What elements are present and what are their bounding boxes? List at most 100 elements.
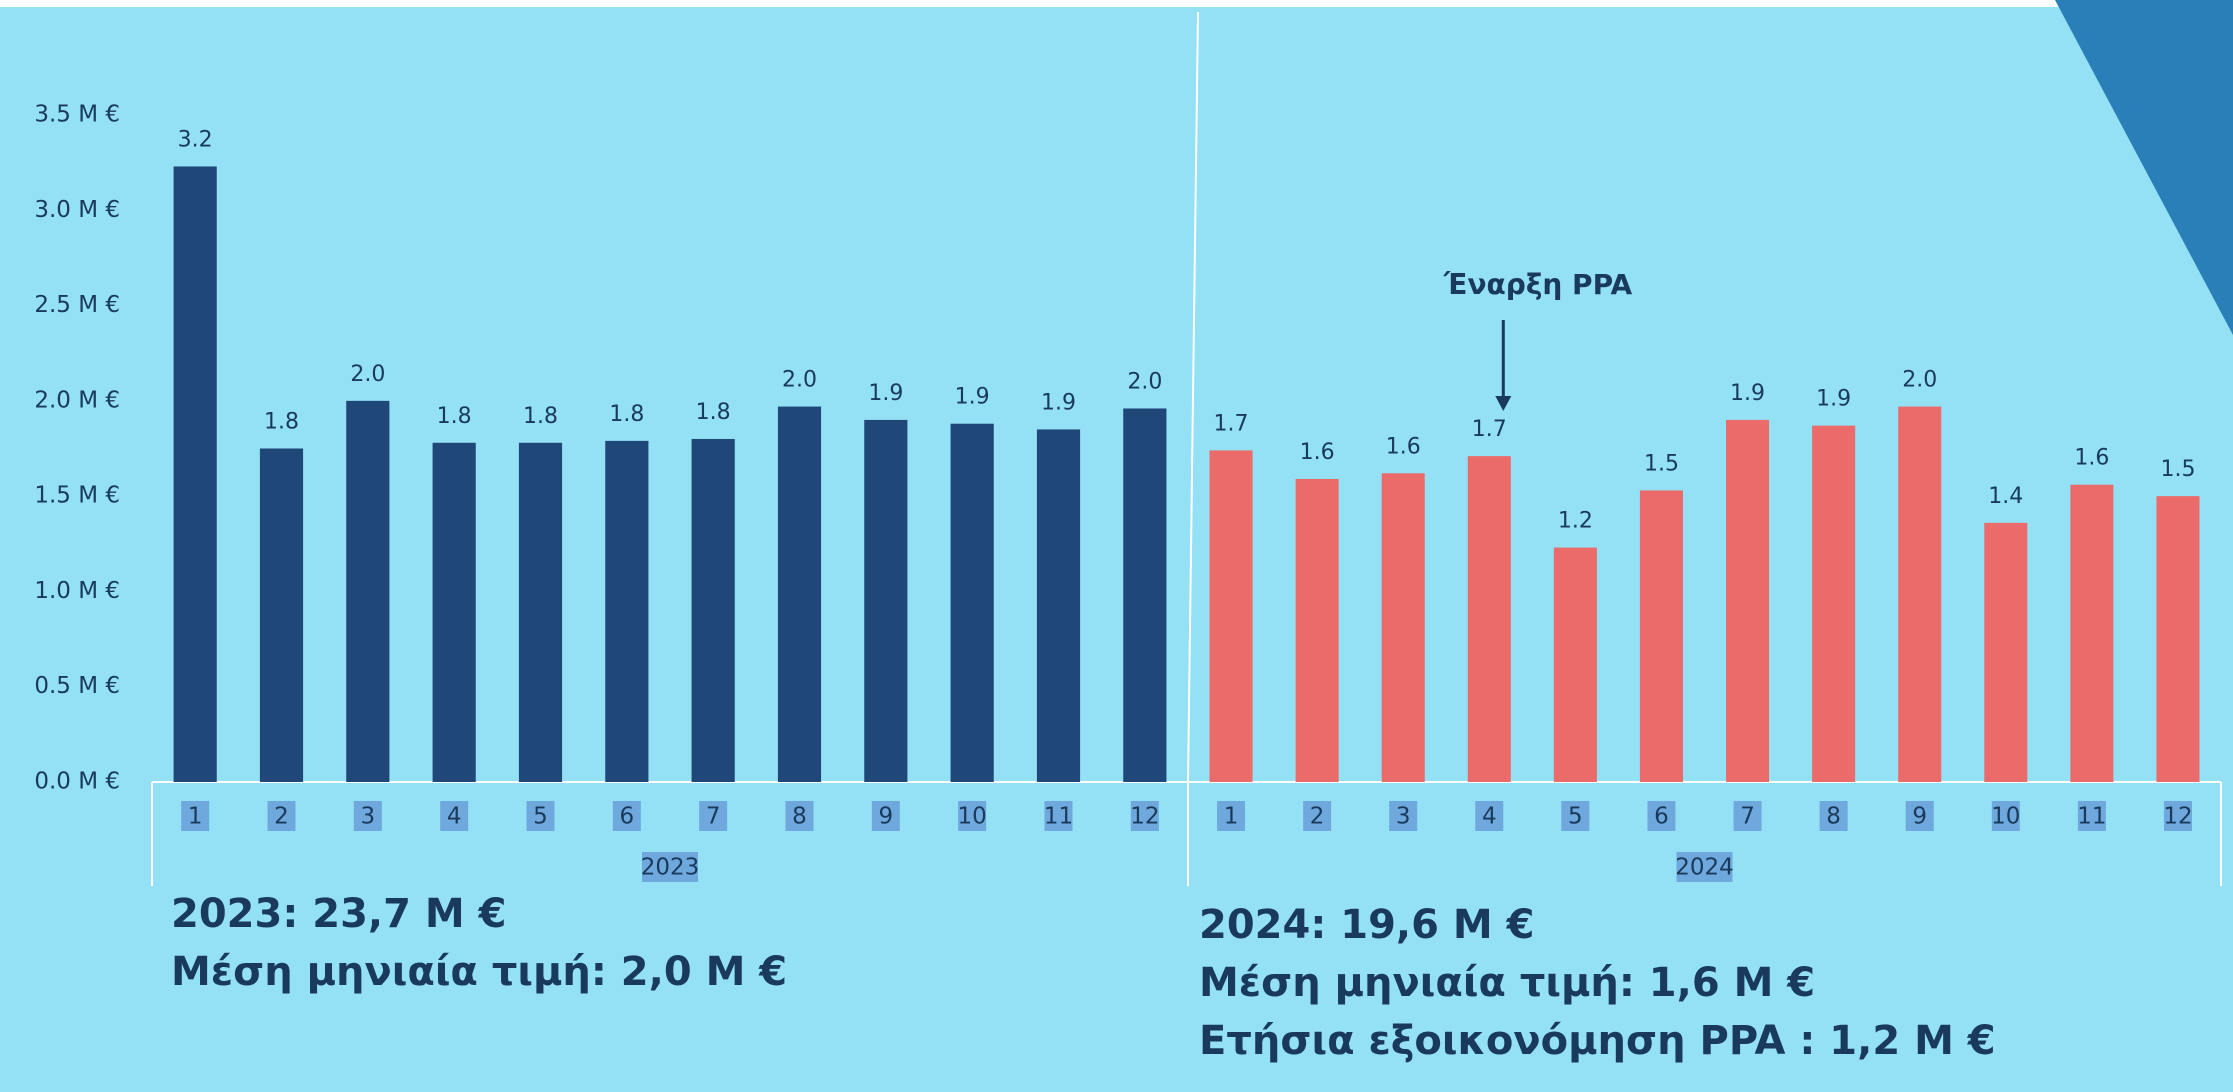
x-tick-label: 8: [792, 804, 807, 830]
x-tick-label-bg: [1130, 801, 1159, 831]
data-label: 1.8: [609, 402, 644, 427]
data-label: 2.0: [1127, 369, 1162, 394]
bar: [1553, 547, 1597, 782]
x-tick-label-bg: [1905, 801, 1934, 831]
y-tick-label: 1.5 M €: [34, 483, 120, 509]
x-tick-label: 6: [620, 804, 635, 830]
top-border: [0, 0, 2233, 7]
x-tick-label: 7: [1740, 804, 1755, 830]
x-tick-label-bg: [1303, 801, 1332, 831]
bar: [2156, 496, 2200, 782]
summary-line: 2024: 19,6 M €: [1199, 902, 1534, 948]
corner-decoration: [2055, 0, 2233, 335]
data-label: 1.6: [2074, 446, 2109, 471]
x-tick-label-bg: [1647, 801, 1676, 831]
bar: [777, 406, 822, 782]
x-tick-label-bg: [1475, 801, 1504, 831]
x-tick-label-bg: [699, 801, 728, 831]
data-label: 1.9: [1730, 381, 1765, 406]
data-label: 1.9: [1816, 387, 1851, 412]
x-tick-label: 9: [879, 804, 894, 830]
x-tick-label-bg: [1991, 801, 2020, 831]
x-tick-label-bg: [958, 801, 987, 831]
data-label: 2.0: [350, 362, 385, 387]
x-tick-label: 10: [1991, 804, 2020, 830]
bar: [1036, 429, 1081, 782]
data-label: 1.8: [523, 404, 558, 429]
x-tick-label-bg: [1561, 801, 1590, 831]
data-label: 1.2: [1558, 509, 1593, 534]
summary-line: Μέση μηνιαία τιμή: 1,6 M €: [1199, 960, 1815, 1006]
group-label-bg: [642, 852, 698, 882]
data-label: 1.8: [264, 410, 299, 435]
bar: [605, 440, 649, 782]
data-label: 3.2: [178, 127, 213, 152]
x-tick-label: 6: [1654, 804, 1669, 830]
y-tick-label: 1.0 M €: [34, 578, 120, 604]
x-tick-label: 11: [2077, 804, 2106, 830]
x-tick-label: 4: [447, 804, 462, 830]
summary-line: Ετήσια εξοικονόμηση PPA : 1,2 M €: [1199, 1018, 1996, 1064]
bar: [259, 448, 304, 782]
x-tick-label: 3: [361, 804, 376, 830]
x-tick-label-bg: [353, 801, 382, 831]
y-tick-label: 3.0 M €: [34, 197, 120, 223]
x-tick-label-bg: [526, 801, 555, 831]
legend-label: 2023: [641, 855, 700, 881]
x-tick-label: 1: [188, 804, 203, 830]
data-label: 1.9: [955, 385, 990, 410]
data-label: 1.5: [2160, 457, 2195, 482]
bar: [1898, 406, 1942, 782]
x-tick-label: 2: [1310, 804, 1325, 830]
bar: [691, 438, 735, 782]
annotation-arrowhead: [1495, 396, 1512, 411]
bar: [1209, 450, 1253, 782]
x-tick-label-bg: [612, 801, 641, 831]
data-label: 1.6: [1300, 440, 1335, 465]
x-tick-label: 8: [1826, 804, 1841, 830]
x-tick-label: 12: [1130, 804, 1159, 830]
x-tick-label-bg: [1819, 801, 1848, 831]
x-tick-label: 4: [1482, 804, 1497, 830]
data-label: 1.8: [437, 404, 472, 429]
data-label: 2.0: [782, 368, 817, 393]
x-tick-label: 12: [2163, 804, 2192, 830]
x-tick-label-bg: [871, 801, 900, 831]
data-label: 1.8: [696, 400, 731, 425]
summary-line: 2023: 23,7 M €: [171, 891, 506, 937]
divider: [1187, 11, 1199, 783]
y-tick-label: 2.5 M €: [34, 292, 120, 318]
bar: [1639, 490, 1683, 782]
group-label-bg: [1676, 852, 1733, 882]
bar: [950, 423, 994, 782]
annotation: Έναρξη PPA: [1443, 268, 1633, 301]
x-tick-label: 5: [1568, 804, 1583, 830]
x-tick-label: 7: [706, 804, 721, 830]
data-label: 1.9: [1041, 390, 1076, 415]
x-tick-label: 3: [1396, 804, 1411, 830]
bar: [518, 442, 563, 782]
y-tick-label: 2.0 M €: [34, 387, 120, 413]
bar: [432, 442, 476, 782]
bar: [2070, 484, 2114, 782]
data-label: 1.5: [1644, 451, 1679, 476]
summary-line: Μέση μηνιαία τιμή: 2,0 M €: [171, 949, 787, 995]
x-tick-label-bg: [1044, 801, 1073, 831]
data-label: 1.9: [868, 381, 903, 406]
x-tick-label: 5: [533, 804, 548, 830]
x-tick-label-bg: [1389, 801, 1418, 831]
x-tick-label: 1: [1224, 804, 1239, 830]
bar: [1295, 478, 1339, 782]
x-tick-label: 9: [1912, 804, 1927, 830]
data-label: 1.6: [1386, 434, 1421, 459]
x-tick-label: 2: [274, 804, 289, 830]
x-tick-label-bg: [1217, 801, 1246, 831]
x-tick-label-bg: [181, 801, 210, 831]
x-tick-label-bg: [440, 801, 469, 831]
data-label: 1.7: [1472, 417, 1507, 442]
bar: [173, 166, 217, 782]
bar: [346, 400, 390, 782]
bar: [1467, 456, 1511, 782]
y-tick-label: 3.5 M €: [34, 102, 120, 128]
